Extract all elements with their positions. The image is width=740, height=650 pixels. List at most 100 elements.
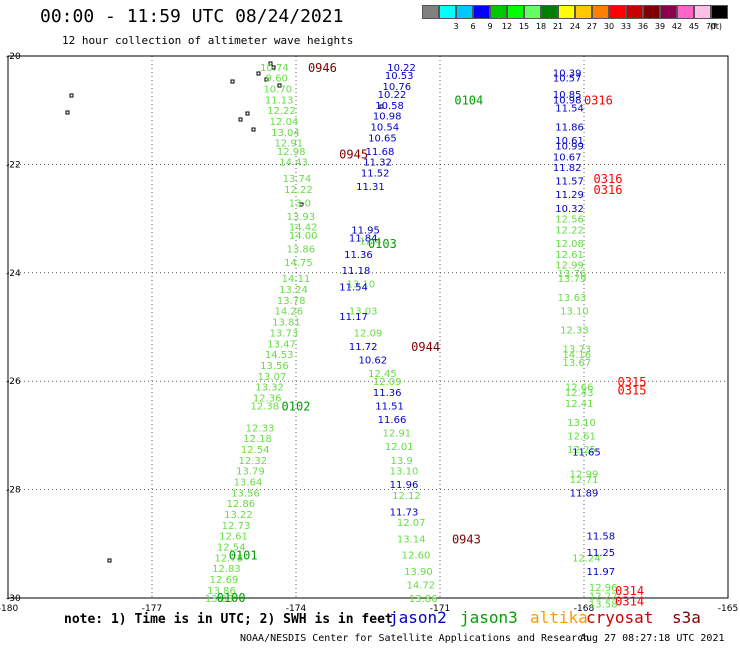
island-mark [299,202,304,207]
jason3-swh-label: 12.32 [238,456,267,467]
jason3-swh-label: 12.83 [212,564,241,575]
jason2-swh-label: 11.84 [349,234,378,245]
jason3-swh-label: 12.22 [555,225,584,236]
jason3-swh-label: 12.36 [253,393,282,404]
jason2-swh-label: 11.18 [342,266,371,277]
jason3-swh-label: 12.91 [382,429,411,440]
jason3-swh-label: 13.81 [272,318,301,329]
jason2-swh-label: 10.98 [373,112,402,123]
legend-cryosat: cryosat [586,608,654,627]
jason3-swh-label: 12.18 [243,434,272,445]
colorbar-swatch [660,5,677,19]
colorbar-swatch [711,5,728,19]
jason2-swh-label: 10.57 [553,74,582,85]
jason2-swh-label: 11.73 [390,507,419,518]
jason3-swh-label: 13.0 [289,198,311,209]
jason2-swh-label: 11.68 [366,147,395,158]
colorbar-swatch [473,5,490,19]
colorbar-swatch [558,5,575,19]
jason3-swh-label: 12.54 [241,445,270,456]
pass-time-label: 0316 [584,93,613,107]
jason3-swh-label: 13.56 [231,488,260,499]
jason3-swh-label: 14.72 [406,580,435,591]
jason2-swh-label: 11.65 [572,448,601,459]
island-mark [251,127,256,132]
jason2-swh-label: 10.85 [553,90,582,101]
pass-time-label: 0314 [615,584,644,598]
page-subtitle: 12 hour collection of altimeter wave hei… [62,34,354,47]
jason3-swh-label: 12.12 [392,491,421,502]
jason3-swh-label: 14.26 [274,307,303,318]
pass-time-label: 0101 [229,549,258,563]
jason2-swh-label: 10.98 [553,95,582,106]
jason3-swh-label: 12.61 [555,250,584,261]
colorbar-label: 6 [470,22,476,31]
jason3-swh-label: 12.61 [567,431,596,442]
colorbar [422,5,728,19]
pass-time-label: 0100 [217,591,246,605]
jason2-swh-label: 10.61 [555,136,584,147]
colorbar-label: 24 [569,22,581,31]
jason3-swh-label: 13.22 [224,510,253,521]
pass-time-label: 0314 [615,595,644,609]
colorbar-label: 33 [620,22,632,31]
island-mark [238,117,243,122]
pass-time-label: 0945 [339,148,368,162]
jason3-swh-label: 13.74 [283,174,312,185]
jason3-swh-label: 13.10 [567,418,596,429]
jason3-swh-label: 12.25 [567,445,596,456]
colorbar-label: 18 [535,22,547,31]
pass-time-label: 0316 [594,183,623,197]
jason3-swh-label: 14.42 [289,223,318,234]
jason2-swh-label: 11.54 [555,103,584,114]
jason3-swh-label: 12.66 [565,383,594,394]
colorbar-label: 70 [705,22,717,31]
x-tick-label: -165 [718,604,738,614]
x-tick-label: -174 [286,604,307,614]
jason2-swh-label: 11.36 [344,250,373,261]
jason3-swh-label: 13.10 [390,467,419,478]
jason3-swh-label: 12.99 [570,469,599,480]
jason3-swh-label: 12.07 [397,518,426,529]
colorbar-swatch [490,5,507,19]
pass-time-label: 0944 [411,340,440,354]
jason2-swh-label: 11.58 [586,532,615,543]
x-tick-label: -177 [142,604,162,614]
jason3-swh-label: 13.9 [390,456,412,467]
colorbar-label: 12 [501,22,513,31]
jason3-swh-label: 12.41 [565,399,594,410]
jason3-swh-label: 13.24 [279,285,308,296]
island-mark [65,110,70,115]
jason3-swh-label: 14.53 [265,350,294,361]
y-tick-label: -26 [6,377,21,387]
jason3-swh-label: 12.54 [217,543,246,554]
colorbar-swatch [575,5,592,19]
colorbar-label: 42 [671,22,683,31]
jason3-swh-label: 14.75 [284,258,313,269]
y-tick-label: -22 [6,160,21,170]
jason2-swh-label: 10.39 [553,68,582,79]
jason3-swh-label: 12.22 [267,106,296,117]
colorbar-swatch [609,5,626,19]
jason2-swh-label: 10.53 [385,71,414,82]
y-tick-label: -24 [6,269,21,279]
jason2-swh-label: 10.32 [555,204,584,215]
colorbar-label: 27 [586,22,598,31]
footer-note: note: 1) Time is in UTC; 2) SWH is in fe… [64,612,393,627]
colorbar-swatch [694,5,711,19]
pass-time-label: 0104 [454,93,483,107]
jason2-swh-label: 10.67 [553,152,582,163]
jason2-swh-label: 11.52 [361,169,390,180]
colorbar-unit: (ft) [710,22,723,31]
y-tick-label: -20 [6,52,21,62]
colorbar-swatch [422,5,439,19]
legend-jason3: jason3 [460,608,518,627]
jason2-swh-label: 11.54 [339,282,368,293]
jason3-swh-label: 13.10 [560,307,589,318]
jason3-swh-label: 13.64 [234,477,263,488]
jason3-swh-label: 10.70 [263,85,292,96]
colorbar-swatch [677,5,694,19]
jason2-swh-label: 11.89 [570,488,599,499]
jason3-swh-label: 12.33 [246,423,275,434]
